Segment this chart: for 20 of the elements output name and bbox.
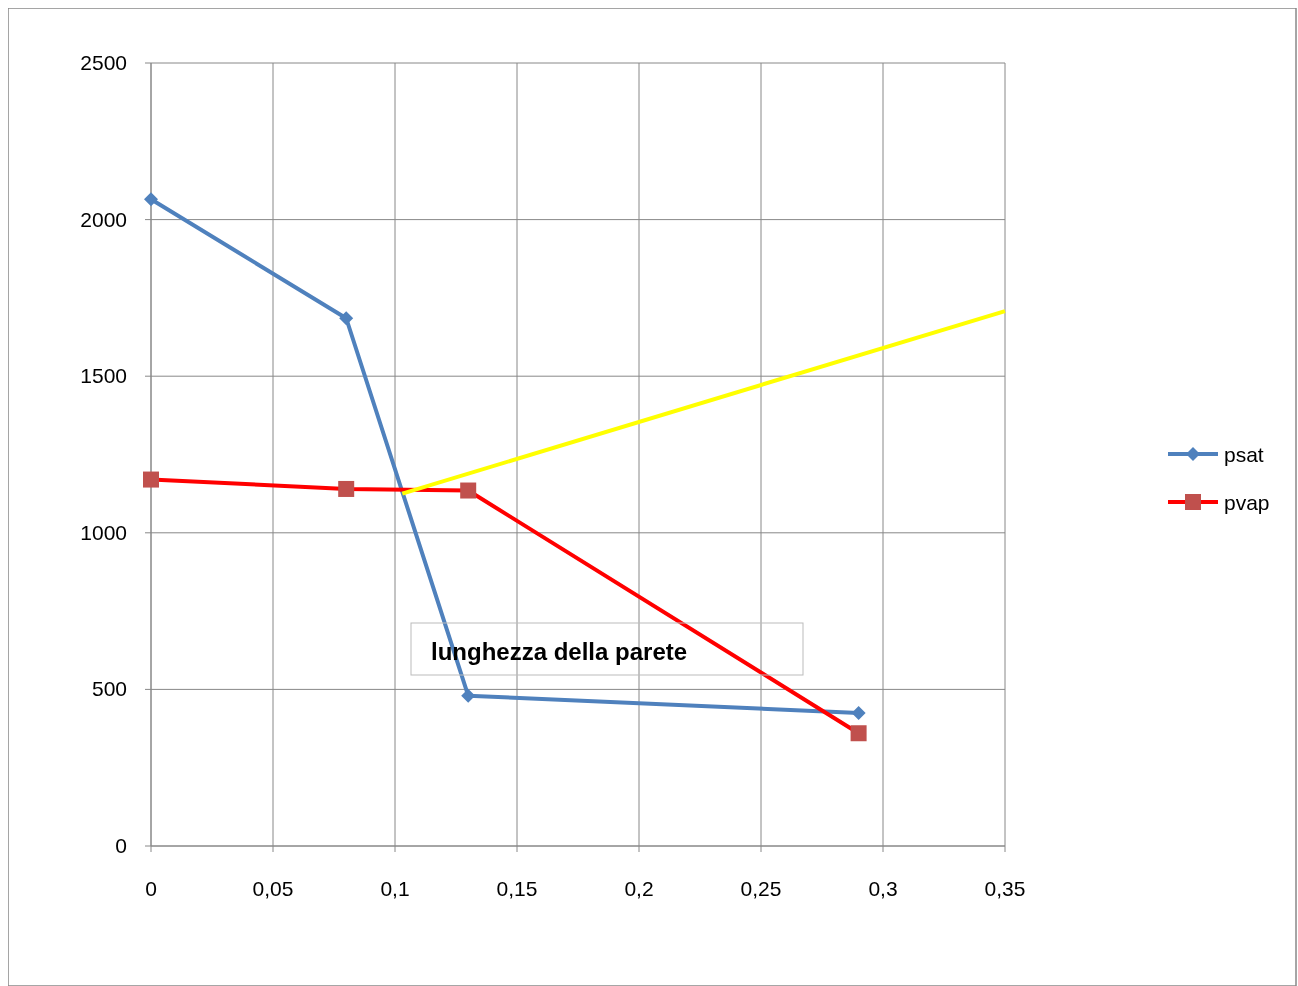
point bbox=[144, 192, 158, 207]
point bbox=[851, 705, 866, 720]
y-tick-label: 1500 bbox=[80, 364, 127, 388]
legend-label: psat bbox=[1224, 443, 1264, 466]
point bbox=[461, 688, 476, 703]
x-tick-label: 0 bbox=[145, 877, 157, 900]
x-tick-label: 0,15 bbox=[496, 877, 538, 900]
y-tick-label: 1000 bbox=[80, 520, 127, 544]
point bbox=[339, 311, 354, 326]
x-tick-label: 0,05 bbox=[252, 877, 294, 900]
x-tick-label: 0,35 bbox=[984, 877, 1026, 900]
y-tick-label: 500 bbox=[91, 677, 127, 701]
x-tick-label: 0,3 bbox=[868, 877, 898, 900]
y-tick-label: 2500 bbox=[80, 51, 127, 74]
x-tick-label: 0,2 bbox=[624, 877, 654, 900]
y-tick-label: 0 bbox=[115, 834, 127, 857]
x-tick-label: 0,25 bbox=[740, 877, 782, 900]
x-tick-label: 0,1 bbox=[380, 877, 410, 900]
y-tick-label: 2000 bbox=[80, 207, 127, 231]
legend-label: pvap bbox=[1224, 491, 1270, 514]
